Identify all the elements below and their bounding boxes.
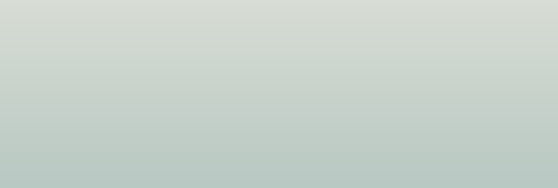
Text: both short-term and long-term interest rates with more of an: both short-term and long-term interest r… (12, 37, 431, 51)
Text: short-term and long-term interest rates with more of an effect on: short-term and long-term interest rates … (12, 133, 460, 147)
Text: short-term interest rates.: short-term interest rates. (12, 158, 186, 171)
Text: in both short-term and long-term interest rates. changes in both: in both short-term and long-term interes… (12, 109, 454, 123)
Text: effect on long-term interest rates. changes in both short-term: effect on long-term interest rates. chan… (12, 61, 436, 75)
Text: and long-term interest rates with equal effect on both. no change: and long-term interest rates with equal … (12, 85, 463, 99)
Text: Changes in the federal funds rate usually result in changes in: Changes in the federal funds rate usuall… (12, 13, 434, 27)
